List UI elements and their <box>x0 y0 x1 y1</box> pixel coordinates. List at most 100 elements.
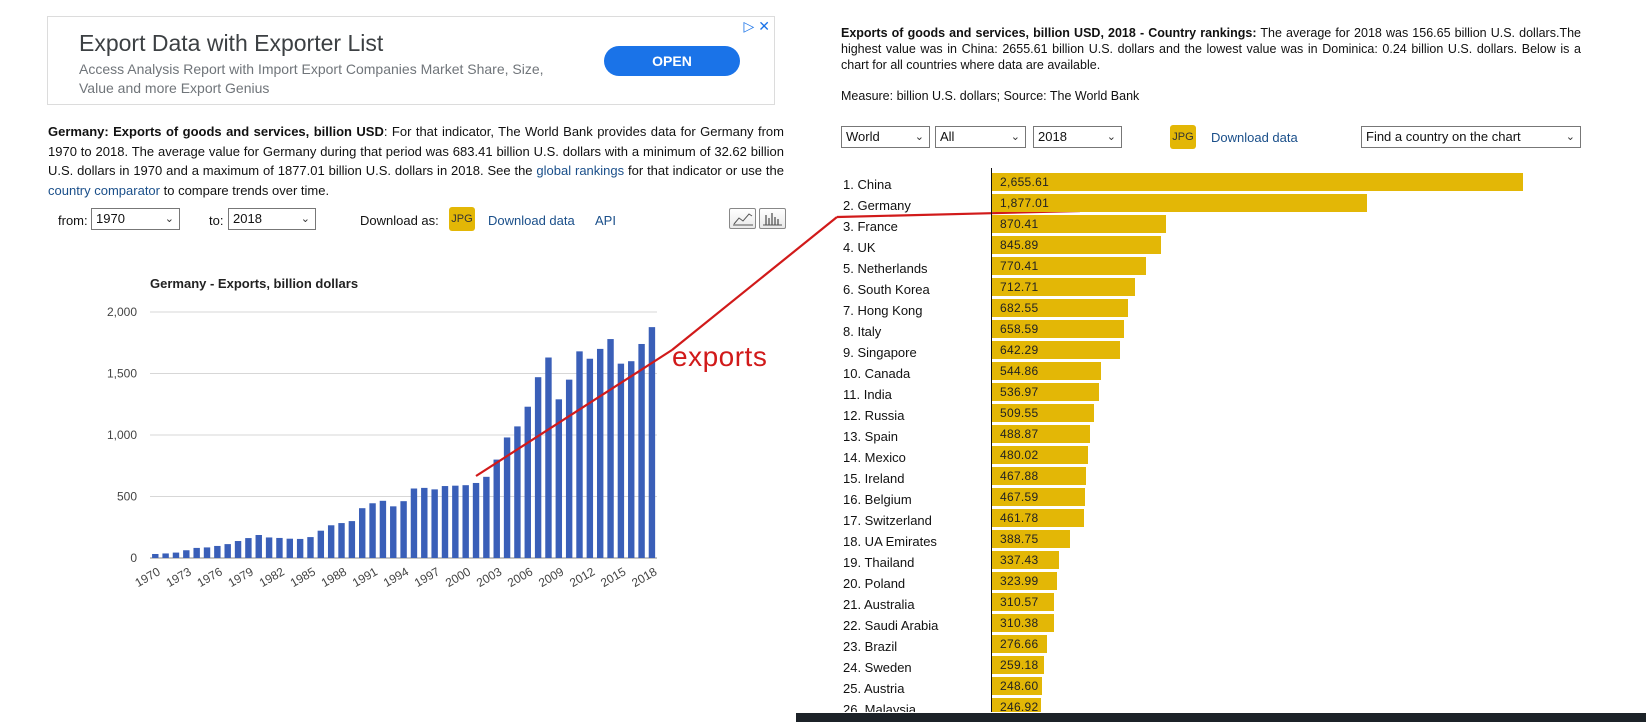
ranking-row[interactable]: 6. South Korea 712.71 <box>841 273 1601 297</box>
bar-2016 <box>628 361 635 558</box>
ranking-bar <box>992 530 1070 548</box>
chevron-down-icon: ⌄ <box>1106 131 1116 143</box>
x-tick-label: 1997 <box>412 564 442 590</box>
bar-1989 <box>348 521 356 558</box>
x-tick-label: 2015 <box>598 564 628 590</box>
ranking-country-label: 16. Belgium <box>843 492 912 507</box>
x-tick-label: 2003 <box>474 564 504 590</box>
ranking-row[interactable]: 8. Italy 658.59 <box>841 315 1601 339</box>
bar-2014 <box>607 339 614 558</box>
ranking-row[interactable]: 4. UK 845.89 <box>841 231 1601 255</box>
ranking-row[interactable]: 9. Singapore 642.29 <box>841 336 1601 360</box>
ranking-value-label: 536.97 <box>1000 385 1039 399</box>
ranking-bar <box>992 467 1086 485</box>
bar-1972 <box>172 552 180 558</box>
ranking-row[interactable]: 15. Ireland 467.88 <box>841 462 1601 486</box>
find-country-select[interactable]: Find a country on the chart ⌄ <box>1361 126 1581 148</box>
global-rankings-link[interactable]: global rankings <box>536 163 625 178</box>
ad-title[interactable]: Export Data with Exporter List <box>79 30 384 56</box>
ranking-bar <box>992 614 1055 632</box>
rankings-jpg-button[interactable]: JPG <box>1170 125 1196 149</box>
ranking-country-label: 7. Hong Kong <box>843 303 923 318</box>
ranking-value-label: 1,877.01 <box>1000 196 1050 210</box>
ranking-bar <box>992 299 1129 317</box>
rankings-text: The average for 2018 was 156.65 billion … <box>841 26 1581 72</box>
ranking-country-label: 14. Mexico <box>843 450 906 465</box>
year-select[interactable]: 2018 ⌄ <box>1033 126 1122 148</box>
ranking-country-label: 15. Ireland <box>843 471 905 486</box>
ranking-country-label: 13. Spain <box>843 429 898 444</box>
ad-banner[interactable]: Export Data with Exporter List Access An… <box>47 16 775 105</box>
description-text: to compare trends over time. <box>160 182 330 198</box>
group-value: All <box>940 129 955 144</box>
ranking-country-label: 4. UK <box>843 240 876 255</box>
bar-2008 <box>545 357 552 558</box>
ranking-row[interactable]: 2. Germany 1,877.01 <box>841 189 1601 213</box>
ranking-bar <box>992 425 1090 443</box>
bar-chart-button[interactable] <box>759 208 786 229</box>
jpg-download-button[interactable]: JPG <box>449 207 475 231</box>
country-comparator-link[interactable]: country comparator <box>48 182 160 198</box>
x-tick-label: 1976 <box>195 564 225 590</box>
close-icon[interactable]: ✕ <box>758 18 770 34</box>
bar-2013 <box>596 348 604 558</box>
ranking-row[interactable]: 14. Mexico 480.02 <box>841 441 1601 465</box>
ranking-bar <box>992 383 1100 401</box>
ranking-row[interactable]: 23. Brazil 276.66 <box>841 630 1601 654</box>
ranking-row[interactable]: 24. Sweden 259.18 <box>841 651 1601 675</box>
indicator-description: Germany: Exports of goods and services, … <box>48 122 784 200</box>
y-tick-label: 1,500 <box>107 367 137 381</box>
ranking-row[interactable]: 22. Saudi Arabia 310.38 <box>841 609 1601 633</box>
ranking-row[interactable]: 25. Austria 248.60 <box>841 672 1601 696</box>
ranking-country-label: 5. Netherlands <box>843 261 928 276</box>
ranking-value-label: 509.55 <box>1000 406 1039 420</box>
ranking-row[interactable]: 11. India 536.97 <box>841 378 1601 402</box>
ranking-country-label: 8. Italy <box>843 324 882 339</box>
ranking-row[interactable]: 12. Russia 509.55 <box>841 399 1601 423</box>
from-year-select[interactable]: 1970 ⌄ <box>91 208 180 230</box>
group-select[interactable]: All ⌄ <box>935 126 1026 148</box>
bar-1986 <box>317 530 325 558</box>
ranking-row[interactable]: 16. Belgium 467.59 <box>841 483 1601 507</box>
ranking-country-label: 17. Switzerland <box>843 513 932 528</box>
ranking-row[interactable]: 20. Poland 323.99 <box>841 567 1601 591</box>
ranking-value-label: 246.92 <box>1000 700 1039 712</box>
ranking-row[interactable]: 18. UA Emirates 388.75 <box>841 525 1601 549</box>
ad-open-button[interactable]: OPEN <box>604 46 740 76</box>
ranking-row[interactable]: 5. Netherlands 770.41 <box>841 252 1601 276</box>
adchoices-icon[interactable]: ▷ <box>743 18 755 34</box>
x-tick-label: 2009 <box>536 564 566 590</box>
ranking-value-label: 467.88 <box>1000 469 1039 483</box>
ranking-row[interactable]: 1. China 2,655.61 <box>841 168 1601 192</box>
bar-1982 <box>276 537 283 558</box>
download-as-label: Download as: <box>360 213 439 228</box>
line-chart-button[interactable] <box>729 208 756 229</box>
find-country-value: Find a country on the chart <box>1366 129 1521 144</box>
rankings-chart: 1. China 2,655.61 2. Germany 1,877.01 3. Fra… <box>841 168 1601 712</box>
bar-1984 <box>296 538 304 558</box>
ranking-row[interactable]: 19. Thailand 337.43 <box>841 546 1601 570</box>
bar-2004 <box>503 437 511 558</box>
to-year-select[interactable]: 2018 ⌄ <box>228 208 316 230</box>
download-data-link[interactable]: Download data <box>488 213 575 228</box>
ranking-bar <box>992 194 1368 212</box>
bar-1999 <box>452 485 459 558</box>
rankings-download-data-link[interactable]: Download data <box>1211 130 1298 145</box>
ranking-row[interactable]: 10. Canada 544.86 <box>841 357 1601 381</box>
ranking-value-label: 276.66 <box>1000 637 1039 651</box>
ranking-row[interactable]: 3. France 870.41 <box>841 210 1601 234</box>
bar-1971 <box>162 553 169 558</box>
ranking-bar <box>992 173 1523 191</box>
region-select[interactable]: World ⌄ <box>841 126 930 148</box>
ranking-row[interactable]: 13. Spain 488.87 <box>841 420 1601 444</box>
ranking-row[interactable]: 17. Switzerland 461.78 <box>841 504 1601 528</box>
ranking-row[interactable]: 7. Hong Kong 682.55 <box>841 294 1601 318</box>
ranking-row[interactable]: 21. Australia 310.57 <box>841 588 1601 612</box>
ranking-bar <box>992 215 1167 233</box>
ranking-row[interactable]: 26. Malaysia 246.92 <box>841 693 1601 712</box>
to-year-value: 2018 <box>233 211 262 226</box>
chevron-down-icon: ⌄ <box>914 131 924 143</box>
ranking-country-label: 3. France <box>843 219 898 234</box>
api-link[interactable]: API <box>595 213 616 228</box>
